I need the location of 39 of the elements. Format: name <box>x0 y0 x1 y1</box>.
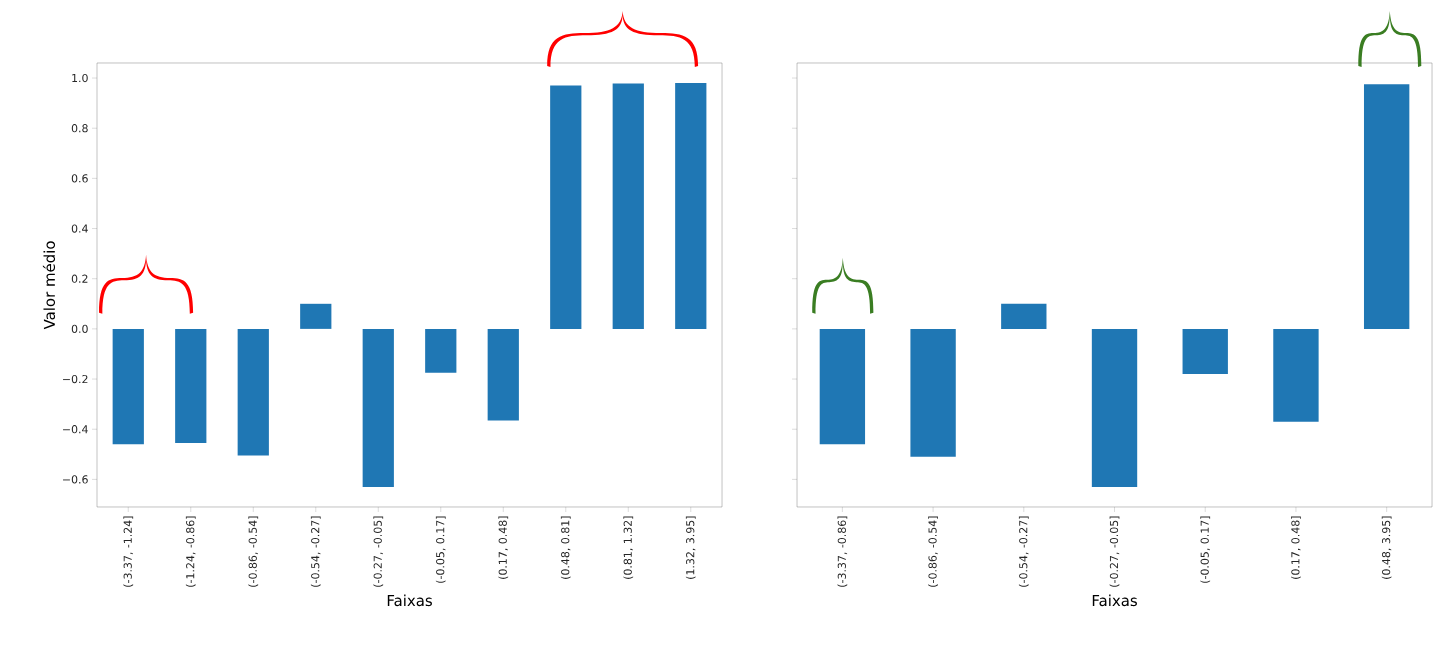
y-axis-title: Valor médio <box>42 241 56 330</box>
y-tick-label: 0.0 <box>71 324 88 334</box>
bar <box>612 83 644 329</box>
x-tick-label: (-1.24, -0.86] <box>185 516 196 587</box>
y-tick-label: −0.2 <box>63 374 88 384</box>
y-tick-label: 0.4 <box>71 224 88 233</box>
x-tick-label: (-0.05, 0.17] <box>435 516 446 583</box>
x-tick-label: (-0.54, -0.27] <box>1018 516 1029 587</box>
y-tick-label: 1.0 <box>72 73 88 83</box>
x-tick-label: (0.17, 0.48] <box>1291 516 1301 579</box>
bar <box>675 83 707 329</box>
x-tick-label: (-3.37, -0.86] <box>837 516 848 587</box>
y-tick-label: 0.6 <box>71 174 88 183</box>
bar <box>362 328 394 487</box>
y-tick-label: 0.2 <box>71 274 88 283</box>
y-tick-label: 0.8 <box>71 124 88 133</box>
x-tick-label: (-0.54, -0.27] <box>310 516 321 587</box>
x-axis-title: Faixas <box>1092 594 1137 607</box>
bar <box>300 303 332 329</box>
x-tick-label: (-0.86, -0.54] <box>928 516 938 587</box>
y-tick-label: −0.4 <box>63 425 88 434</box>
x-tick-label: (0.48, 3.95] <box>1381 516 1392 579</box>
x-tick-label: (-3.37, -1.24] <box>123 516 134 587</box>
bar <box>487 328 519 421</box>
bar <box>237 328 269 456</box>
x-tick-label: (1.32, 3.95] <box>685 516 696 579</box>
x-tick-label: (-0.05, 0.17] <box>1200 516 1211 583</box>
x-axis-title: Faixas <box>387 594 432 607</box>
bar <box>550 85 582 329</box>
bar <box>175 328 207 444</box>
y-tick-label: −0.6 <box>63 475 88 484</box>
x-tick-label: (0.48, 0.81] <box>560 516 571 579</box>
x-tick-label: (0.17, 0.48] <box>498 516 509 579</box>
bar <box>425 328 457 373</box>
x-tick-label: (0.81, 1.32] <box>623 516 634 579</box>
bar <box>112 328 144 445</box>
x-tick-label: (-0.27, -0.05] <box>373 516 384 587</box>
x-tick-label: (-0.86, -0.54] <box>248 516 259 587</box>
x-tick-label: (-0.27, -0.05] <box>1109 516 1120 587</box>
